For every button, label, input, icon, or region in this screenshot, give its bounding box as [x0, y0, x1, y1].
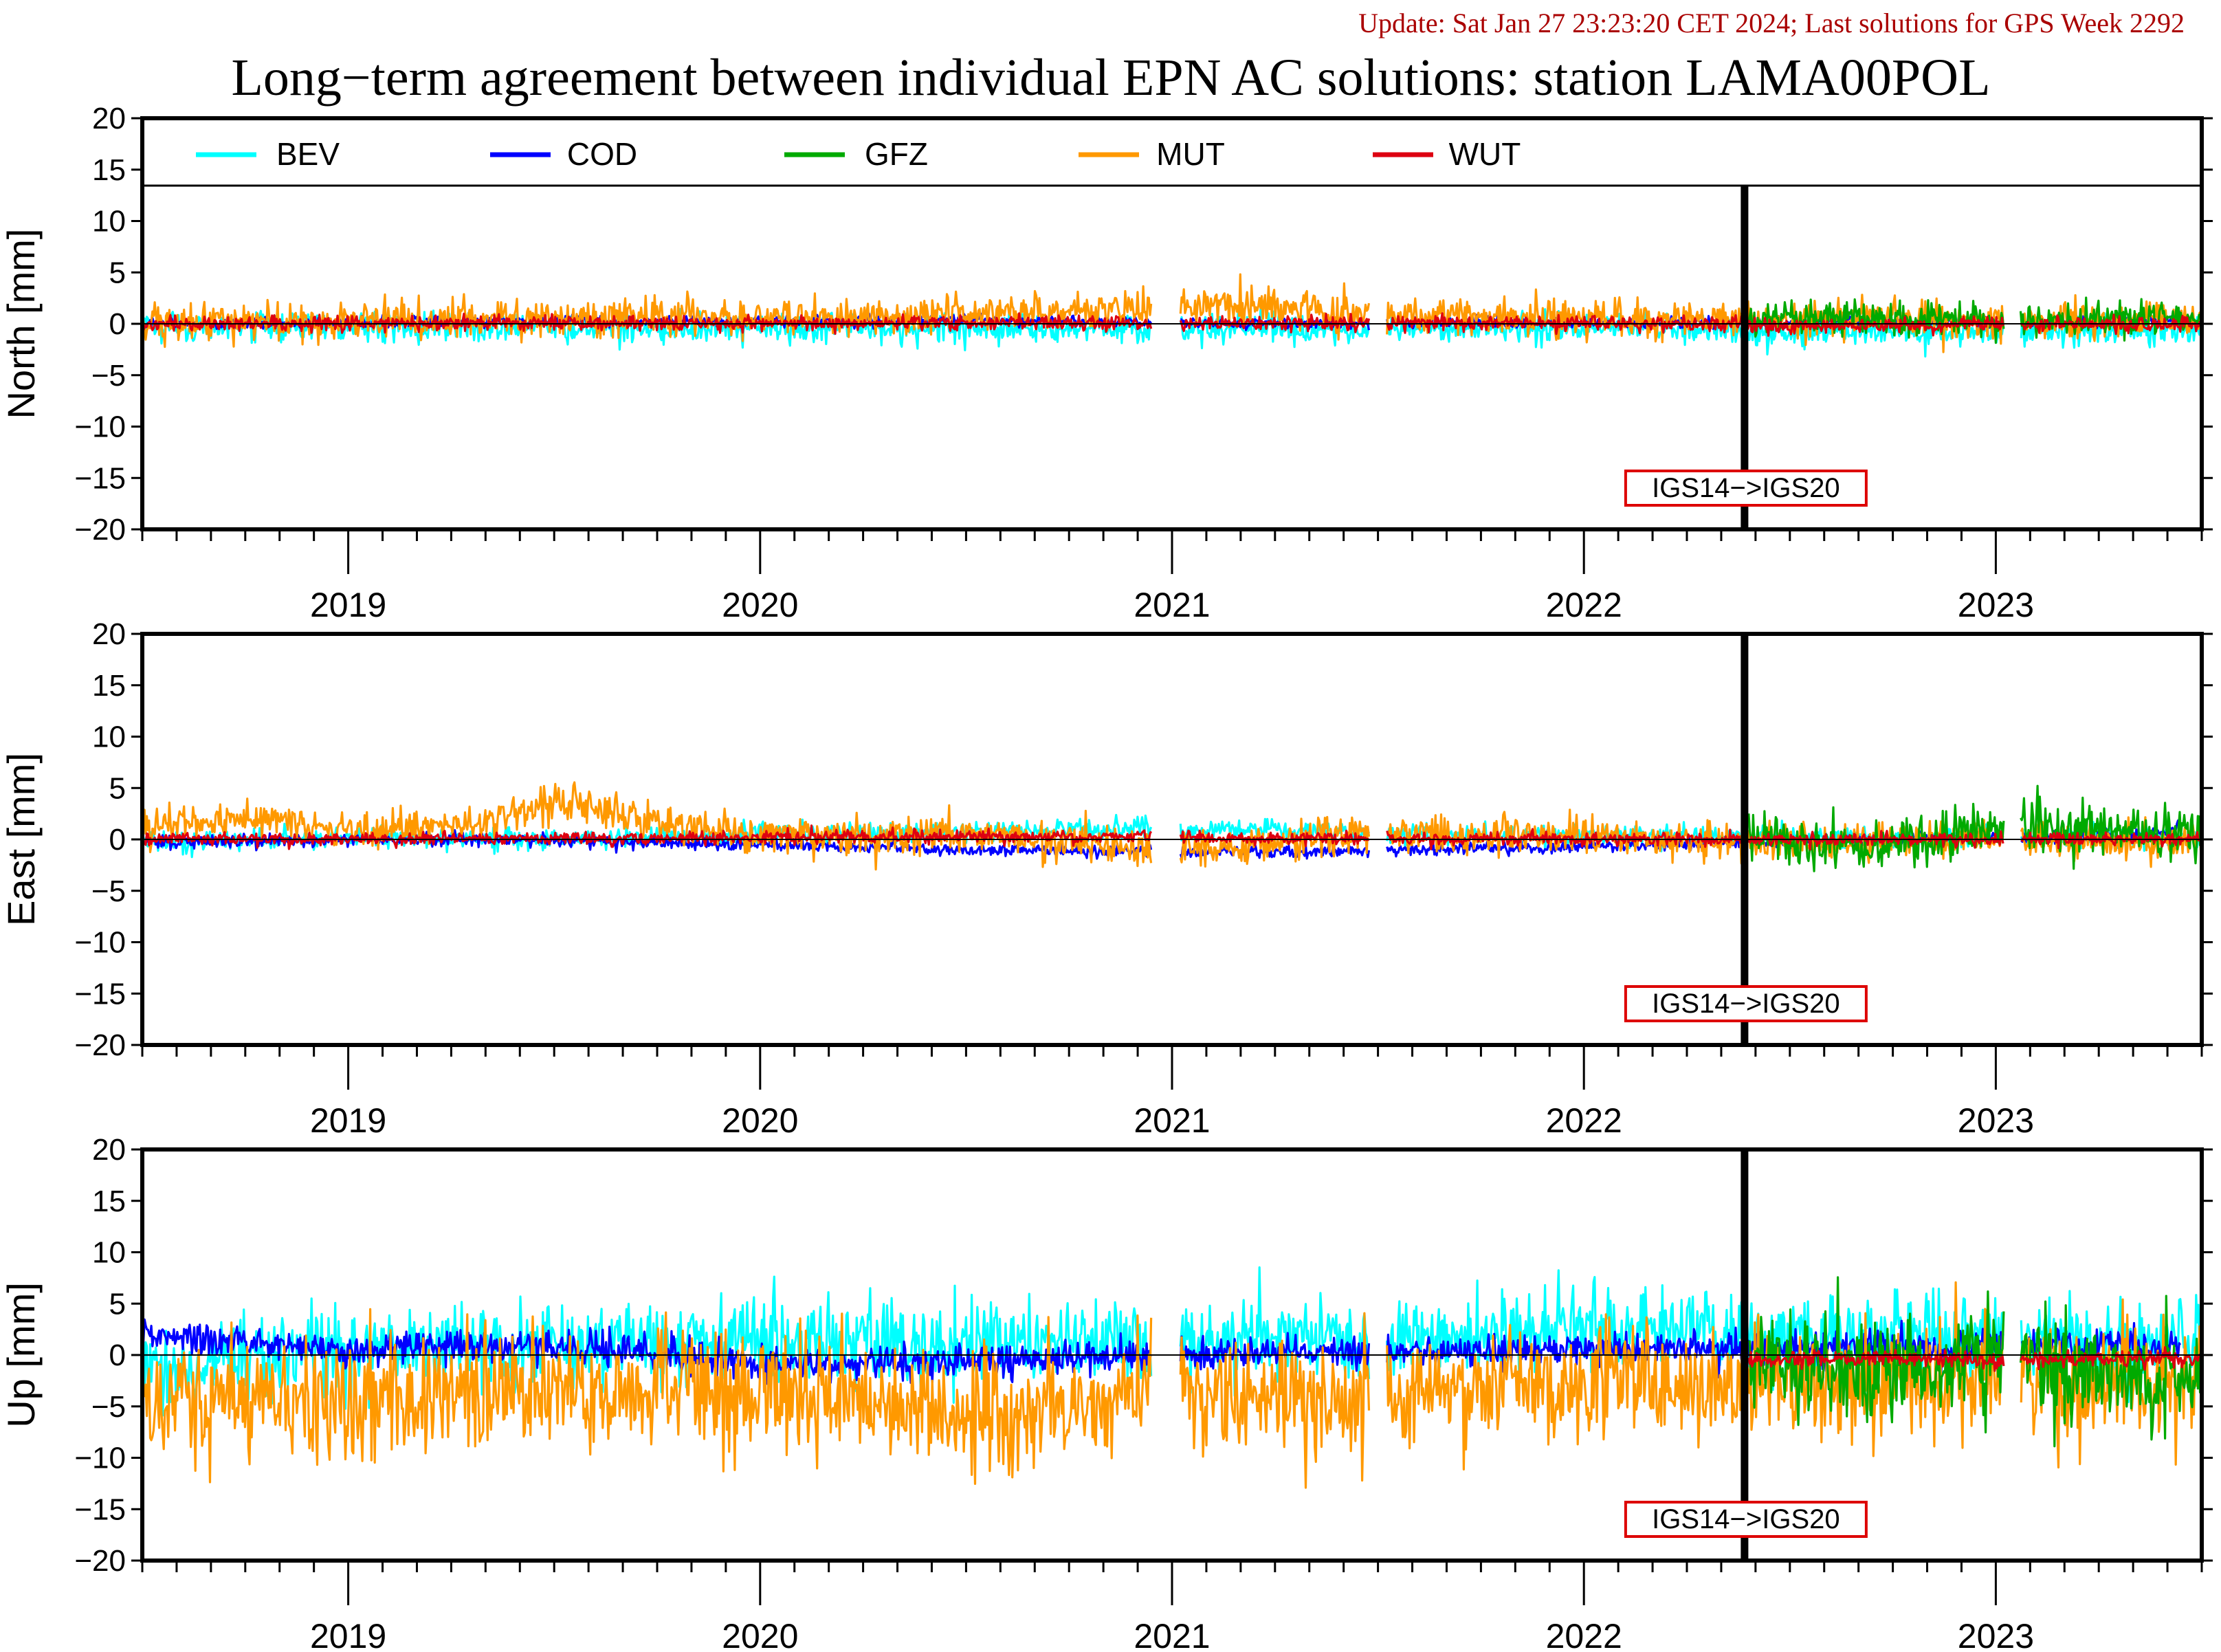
- x-tick-label: 2019: [310, 586, 386, 624]
- y-tick-label: 15: [92, 669, 126, 703]
- y-tick-label: −20: [74, 513, 126, 547]
- x-tick-label: 2021: [1134, 1101, 1210, 1140]
- legend-label: BEV: [276, 136, 340, 172]
- x-tick-label: 2023: [1958, 1617, 2034, 1649]
- legend-background: [142, 118, 2202, 186]
- y-axis-label: North [mm]: [0, 229, 43, 419]
- y-tick-label: 15: [92, 1185, 126, 1218]
- series-layer: [142, 273, 2202, 357]
- x-tick-label: 2022: [1546, 1617, 1622, 1649]
- series-line-mut: [142, 1281, 2202, 1489]
- annotation-label: IGS14−>IGS20: [1652, 989, 1840, 1019]
- legend-label: GFZ: [865, 136, 928, 172]
- x-tick-label: 2023: [1958, 586, 2034, 624]
- y-tick-label: 5: [109, 256, 126, 289]
- panel-up: IGS14−>IGS20 20 15 10 5 0 −5 −10 −15 −20 Up [mm] 20…: [0, 1133, 2213, 1652]
- series-line-cod: [142, 1318, 2182, 1385]
- panels: IGS14−>IGS20 20 15 10 5 0 −5 −10 −15 −20 North [mm…: [0, 102, 2213, 1652]
- y-tick-label: −20: [74, 1544, 126, 1578]
- series-line-gfz: [1747, 1276, 2202, 1448]
- update-text: Update: Sat Jan 27 23:23:20 CET 2024; La…: [1358, 8, 2185, 38]
- y-tick-label: −15: [74, 461, 126, 495]
- y-tick-label: 10: [92, 720, 126, 754]
- series-line-cod: [142, 819, 2182, 860]
- y-tick-label: 10: [92, 205, 126, 239]
- y-tick-label: 5: [109, 771, 126, 805]
- y-tick-label: 0: [109, 307, 126, 341]
- chart-title: Long−term agreement between individual E…: [232, 49, 1991, 107]
- x-tick-label: 2020: [722, 586, 798, 624]
- y-axis-label: East [mm]: [0, 753, 43, 926]
- series-layer: [142, 781, 2202, 872]
- y-axis-label: Up [mm]: [0, 1282, 43, 1428]
- y-tick-label: −20: [74, 1028, 126, 1062]
- y-tick-label: 5: [109, 1287, 126, 1321]
- series-line-mut: [142, 781, 2202, 871]
- y-tick-label: −15: [74, 1493, 126, 1526]
- plot-frame-over-legend: [140, 116, 2204, 531]
- y-tick-label: −5: [91, 874, 126, 908]
- x-tick-label: 2020: [722, 1101, 798, 1140]
- y-tick-label: 15: [92, 153, 126, 187]
- x-tick-label: 2019: [310, 1617, 386, 1649]
- x-tick-label: 2020: [722, 1617, 798, 1649]
- series-layer: [142, 1266, 2202, 1489]
- y-tick-label: 10: [92, 1236, 126, 1270]
- y-tick-label: 0: [109, 1339, 126, 1372]
- panel-east: IGS14−>IGS20 20 15 10 5 0 −5 −10 −15 −20 East [mm]…: [0, 617, 2213, 1140]
- y-tick-label: 20: [92, 102, 126, 135]
- y-tick-label: 20: [92, 617, 126, 651]
- annotation-label: IGS14−>IGS20: [1652, 473, 1840, 503]
- x-tick-label: 2022: [1546, 1101, 1622, 1140]
- legend-label: WUT: [1449, 136, 1521, 172]
- y-tick-label: −10: [74, 410, 126, 444]
- panel-north: IGS14−>IGS20 20 15 10 5 0 −5 −10 −15 −20 North [mm…: [0, 102, 2213, 624]
- series-line-wut: [142, 312, 2202, 337]
- x-tick-label: 2019: [310, 1101, 386, 1140]
- y-tick-label: −5: [91, 359, 126, 393]
- y-tick-label: −10: [74, 926, 126, 960]
- series-line-mut: [142, 273, 2202, 353]
- annotation-box: [1624, 470, 1868, 507]
- legend-label: MUT: [1156, 136, 1225, 172]
- y-tick-label: 0: [109, 823, 126, 857]
- y-tick-label: 20: [92, 1133, 126, 1167]
- annotation-label: IGS14−>IGS20: [1652, 1504, 1840, 1534]
- x-tick-label: 2023: [1958, 1101, 2034, 1140]
- series-line-wut: [1747, 1346, 2202, 1372]
- y-tick-label: −5: [91, 1390, 126, 1424]
- annotation-box: [1624, 1501, 1868, 1538]
- x-tick-label: 2021: [1134, 586, 1210, 624]
- x-tick-label: 2022: [1546, 586, 1622, 624]
- y-tick-label: −10: [74, 1442, 126, 1475]
- legend-label: COD: [567, 136, 637, 172]
- annotation-box: [1624, 985, 1868, 1022]
- x-tick-label: 2021: [1134, 1617, 1210, 1649]
- series-line-gfz: [1747, 784, 2202, 872]
- y-tick-label: −15: [74, 977, 126, 1011]
